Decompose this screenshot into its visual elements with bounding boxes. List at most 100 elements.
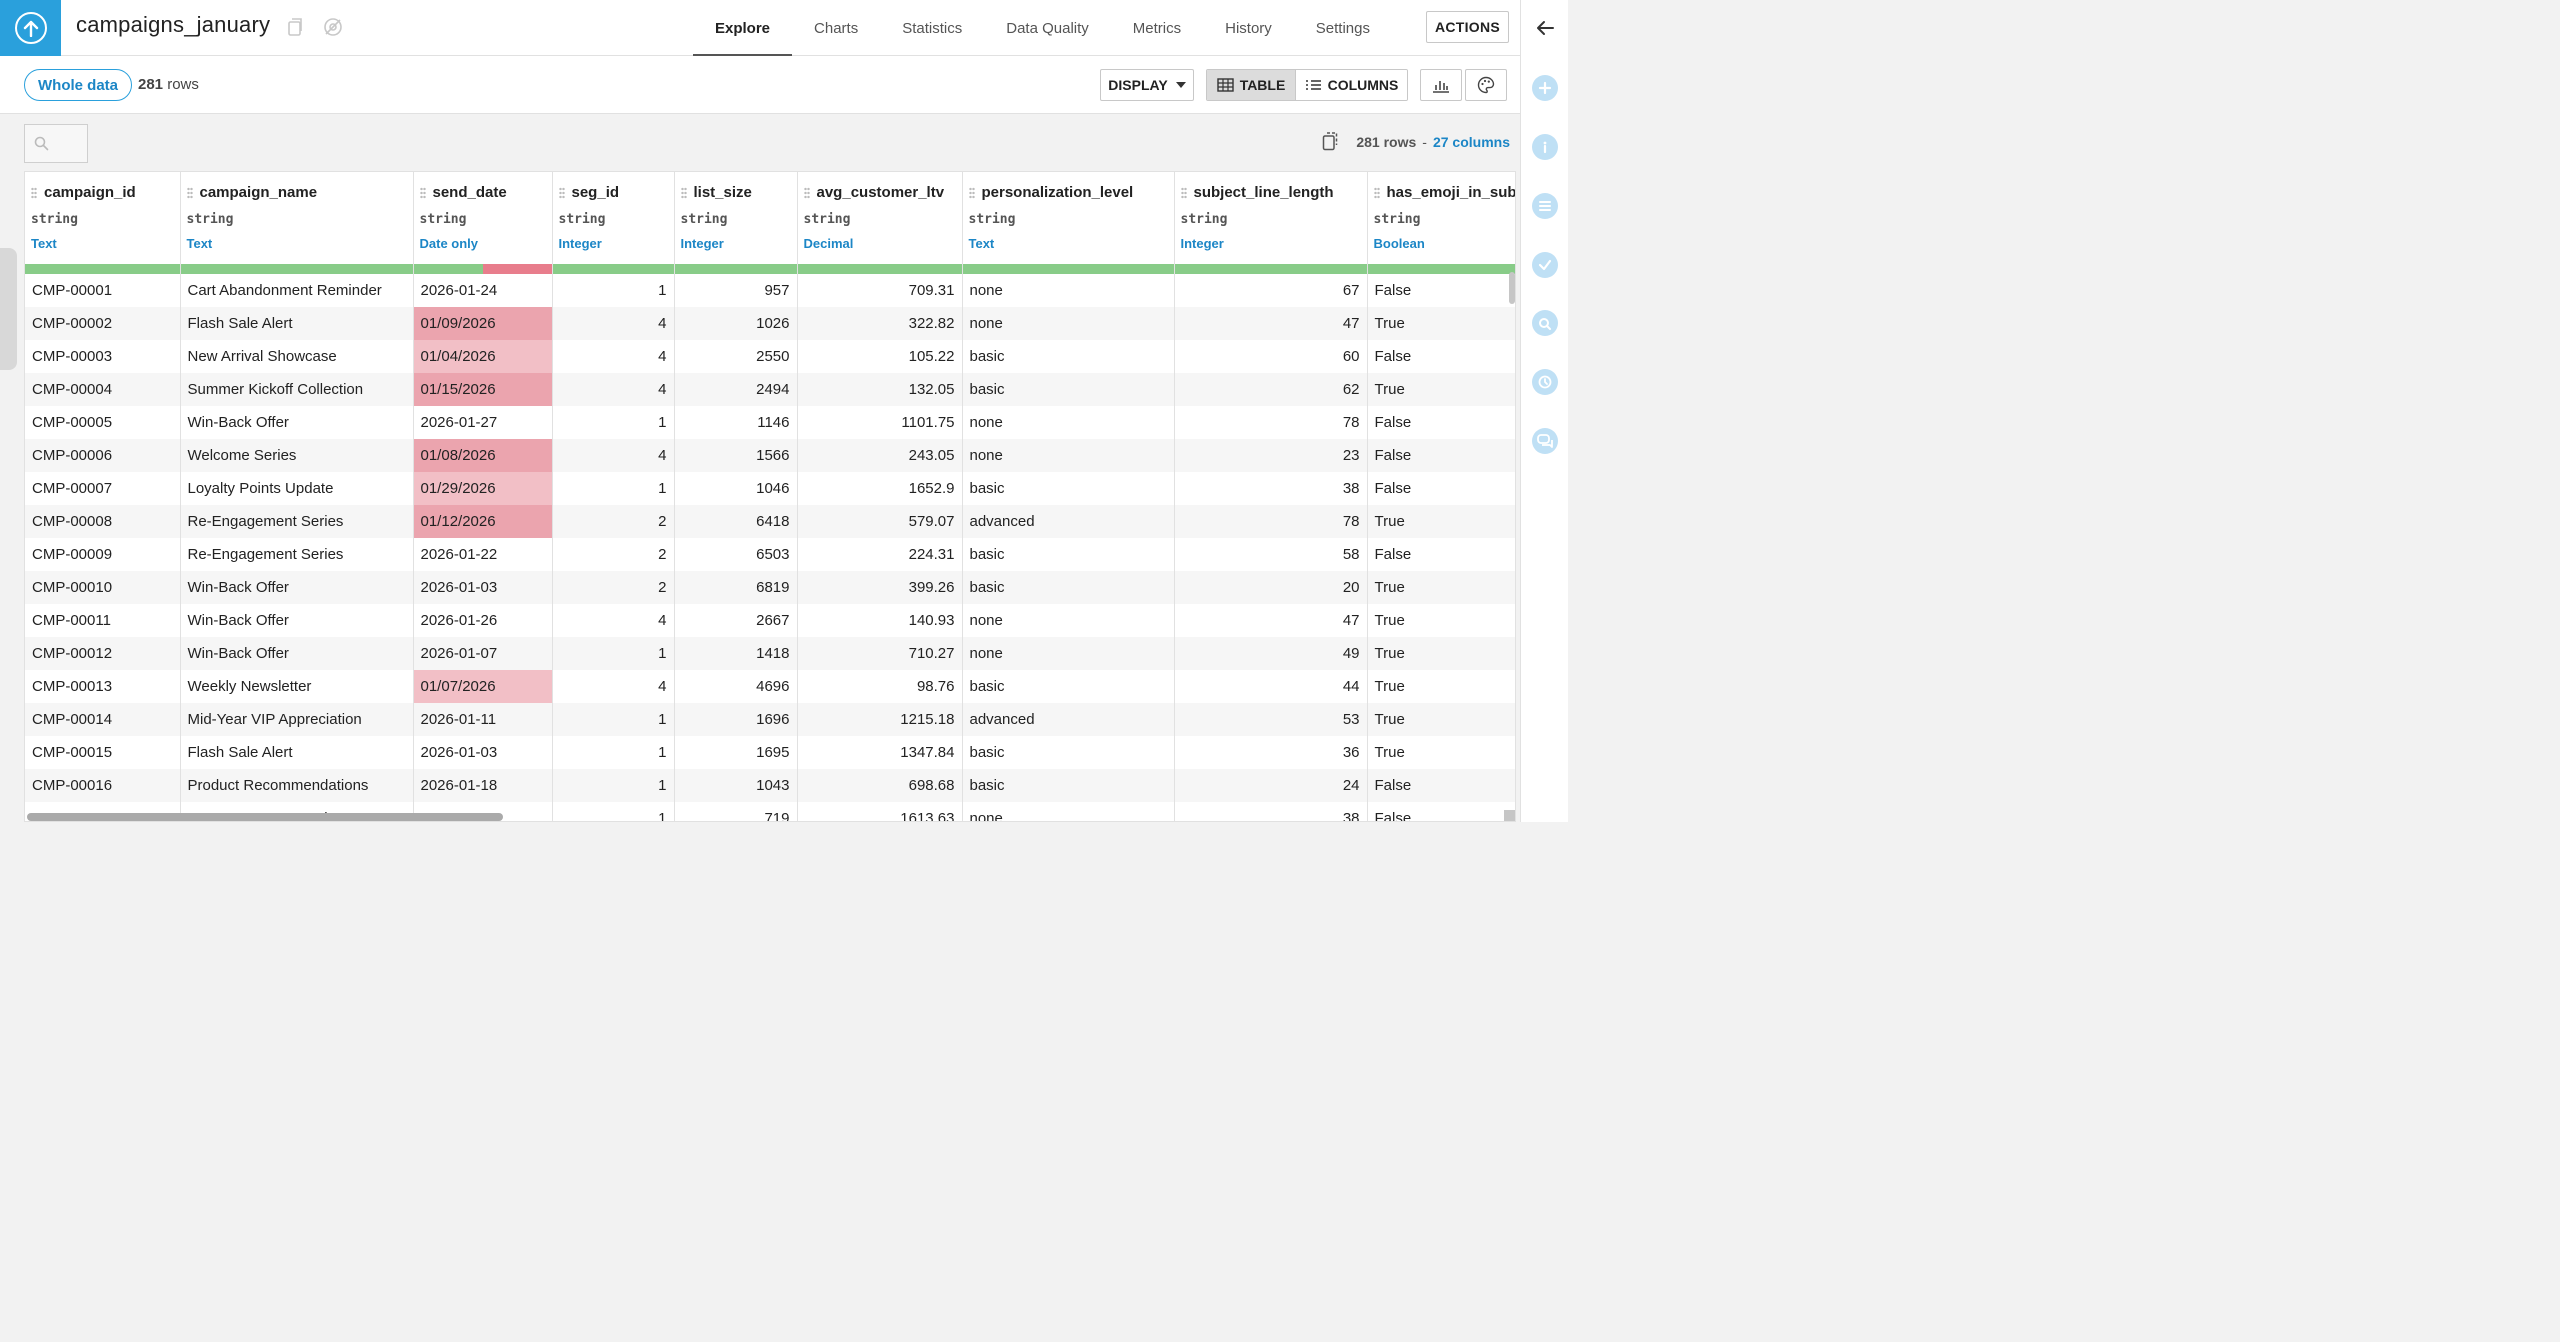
table-cell[interactable]: CMP-00010 (25, 571, 181, 604)
table-cell[interactable]: CMP-00016 (25, 769, 181, 802)
column-storage-type[interactable]: string (680, 212, 728, 227)
table-cell[interactable]: 4 (552, 373, 675, 406)
horizontal-scrollbar[interactable] (27, 813, 503, 821)
table-cell[interactable]: Re-Engagement Series (180, 505, 414, 538)
drag-handle-icon[interactable] (968, 187, 975, 199)
table-cell[interactable]: 1 (552, 406, 675, 439)
table-row[interactable]: CMP-00001 Cart Abandonment Reminder 2026-0… (25, 274, 1515, 307)
table-cell[interactable]: Weekly Newsletter (180, 670, 414, 703)
table-cell[interactable]: 58 (1174, 538, 1368, 571)
table-cell[interactable]: False (1367, 472, 1515, 505)
vertical-scrollbar[interactable] (1509, 272, 1515, 304)
table-cell[interactable]: Re-Engagement Series (180, 538, 414, 571)
check-icon[interactable] (1532, 252, 1558, 278)
table-cell[interactable]: 1652.9 (797, 472, 963, 505)
table-cell[interactable]: 01/09/2026 (413, 307, 553, 340)
actions-button[interactable]: ACTIONS (1426, 11, 1509, 43)
table-cell[interactable]: 2550 (674, 340, 798, 373)
column-header[interactable]: avg_customer_ltv string Decimal (797, 172, 963, 264)
column-storage-type[interactable]: string (31, 212, 78, 227)
table-cell[interactable]: 60 (1174, 340, 1368, 373)
table-cell[interactable]: 23 (1174, 439, 1368, 472)
column-meaning[interactable]: Boolean (1373, 236, 1425, 251)
table-cell[interactable]: 47 (1174, 307, 1368, 340)
table-cell[interactable]: 24 (1174, 769, 1368, 802)
table-row[interactable]: CMP-00009 Re-Engagement Series 2026-01-22 2… (25, 538, 1515, 571)
column-meaning[interactable]: Decimal (803, 236, 854, 251)
table-cell[interactable]: 1695 (674, 736, 798, 769)
drag-handle-icon[interactable] (680, 187, 687, 199)
tab-settings[interactable]: Settings (1315, 19, 1370, 37)
table-cell[interactable]: 20 (1174, 571, 1368, 604)
table-row[interactable]: CMP-00010 Win-Back Offer 2026-01-03 2 6819 39… (25, 571, 1515, 604)
table-cell[interactable]: 98.76 (797, 670, 963, 703)
table-cell[interactable]: 322.82 (797, 307, 963, 340)
watch-icon[interactable] (322, 16, 344, 38)
tab-data-quality[interactable]: Data Quality (1006, 19, 1089, 37)
back-arrow-icon[interactable] (1533, 16, 1557, 40)
tab-charts[interactable]: Charts (814, 19, 859, 37)
table-cell[interactable]: 01/08/2026 (413, 439, 553, 472)
copy-icon[interactable] (1322, 132, 1338, 151)
table-cell[interactable]: 01/04/2026 (413, 340, 553, 373)
home-logo[interactable] (0, 0, 61, 56)
table-cell[interactable]: False (1367, 439, 1515, 472)
table-cell[interactable]: Win-Back Offer (180, 406, 414, 439)
table-cell[interactable]: True (1367, 703, 1515, 736)
column-meaning[interactable]: Text (31, 236, 57, 251)
column-quality-bar[interactable] (25, 264, 181, 274)
table-cell[interactable]: 710.27 (797, 637, 963, 670)
data-table-container[interactable]: campaign_id string Text campaign_name string… (24, 171, 1516, 822)
table-cell[interactable]: 1 (552, 769, 675, 802)
column-quality-bar[interactable] (1174, 264, 1368, 274)
table-cell[interactable]: Win-Back Offer (180, 604, 414, 637)
tab-history[interactable]: History (1225, 19, 1272, 37)
info-icon[interactable] (1532, 134, 1558, 160)
table-cell[interactable]: CMP-00013 (25, 670, 181, 703)
table-cell[interactable]: 1146 (674, 406, 798, 439)
table-cell[interactable]: 1 (552, 703, 675, 736)
column-header[interactable]: subject_line_length string Integer (1174, 172, 1368, 264)
table-cell[interactable]: basic (962, 340, 1175, 373)
table-cell[interactable]: none (962, 604, 1175, 637)
table-cell[interactable]: True (1367, 736, 1515, 769)
drag-handle-icon[interactable] (558, 187, 565, 199)
table-cell[interactable]: 49 (1174, 637, 1368, 670)
tab-explore[interactable]: Explore (693, 0, 793, 57)
table-row[interactable]: CMP-00008 Re-Engagement Series 01/12/2026 2… (25, 505, 1515, 538)
table-cell[interactable]: 4 (552, 604, 675, 637)
table-cell[interactable]: True (1367, 307, 1515, 340)
column-header[interactable]: personalization_level string Text (962, 172, 1175, 264)
table-cell[interactable]: 698.68 (797, 769, 963, 802)
table-cell[interactable]: 719 (674, 802, 798, 821)
table-cell[interactable]: advanced (962, 703, 1175, 736)
table-cell[interactable]: Flash Sale Alert (180, 736, 414, 769)
table-cell[interactable]: 47 (1174, 604, 1368, 637)
table-cell[interactable]: 399.26 (797, 571, 963, 604)
column-header[interactable]: campaign_name string Text (180, 172, 414, 264)
table-cell[interactable]: Mid-Year VIP Appreciation (180, 703, 414, 736)
table-cell[interactable]: 2667 (674, 604, 798, 637)
table-cell[interactable]: 1 (552, 274, 675, 307)
column-meaning[interactable]: Date only (419, 236, 479, 251)
column-quality-bar[interactable] (180, 264, 414, 274)
table-cell[interactable]: 1 (552, 802, 675, 821)
column-meaning[interactable]: Integer (680, 236, 724, 251)
table-cell[interactable]: 01/15/2026 (413, 373, 553, 406)
table-cell[interactable]: basic (962, 769, 1175, 802)
table-cell[interactable]: 01/07/2026 (413, 670, 553, 703)
table-cell[interactable]: 2026-01-27 (413, 406, 553, 439)
drag-handle-icon[interactable] (31, 187, 37, 199)
table-cell[interactable]: 1 (552, 472, 675, 505)
table-cell[interactable]: Welcome Series (180, 439, 414, 472)
column-storage-type[interactable]: string (558, 212, 606, 227)
table-row[interactable]: CMP-00004 Summer Kickoff Collection 01/15/… (25, 373, 1515, 406)
table-cell[interactable]: none (962, 637, 1175, 670)
table-cell[interactable]: CMP-00002 (25, 307, 181, 340)
table-cell[interactable]: 2026-01-11 (413, 703, 553, 736)
table-cell[interactable]: advanced (962, 505, 1175, 538)
chat-icon[interactable] (1532, 428, 1558, 454)
table-cell[interactable]: Flash Sale Alert (180, 307, 414, 340)
table-cell[interactable]: 132.05 (797, 373, 963, 406)
column-storage-type[interactable]: string (1373, 212, 1421, 227)
